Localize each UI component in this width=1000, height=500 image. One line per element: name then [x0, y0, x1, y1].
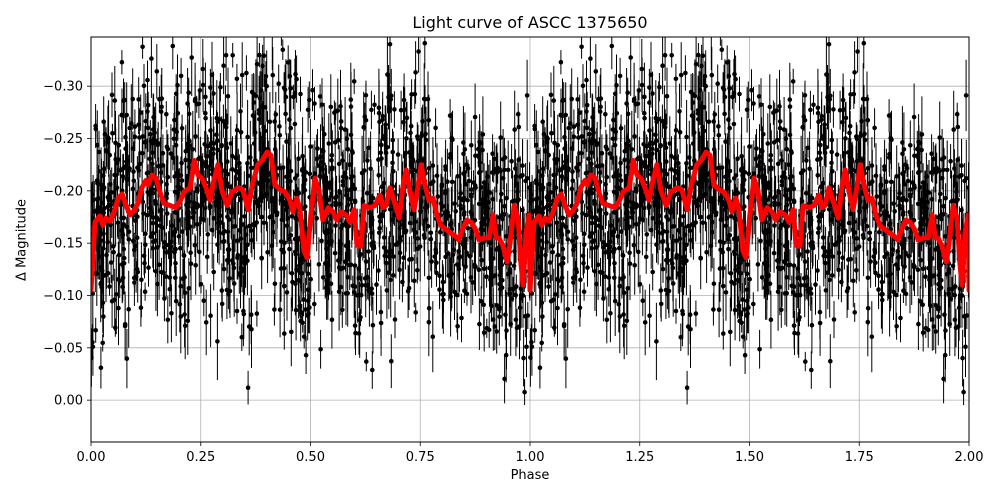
x-tick-label: 0.25: [186, 450, 215, 465]
y-tick-label: −0.15: [43, 237, 83, 252]
x-tick-label: 0.50: [296, 450, 325, 465]
y-tick-label: −0.25: [43, 132, 83, 147]
x-tick-label: 2.00: [955, 450, 984, 465]
model-curve: [91, 149, 969, 293]
x-axis-ticks: 0.00 0.25 0.50 0.75 1.00 1.25 1.50 1.75 2.00: [77, 442, 984, 465]
x-tick-label: 0.00: [77, 450, 106, 465]
y-tick-label: 0.00: [54, 394, 83, 409]
y-tick-label: −0.20: [43, 184, 83, 199]
y-tick-label: −0.30: [43, 80, 83, 95]
chart-title: Light curve of ASCC 1375650: [412, 13, 648, 32]
x-axis-label: Phase: [510, 468, 550, 483]
x-tick-label: 1.00: [516, 450, 545, 465]
y-tick-label: −0.10: [43, 289, 83, 304]
x-tick-label: 0.75: [406, 450, 435, 465]
y-tick-label: −0.05: [43, 341, 83, 356]
y-axis-ticks: 0.00 −0.05 −0.10 −0.15 −0.20 −0.25 −0.30: [43, 80, 91, 409]
x-tick-label: 1.75: [845, 450, 874, 465]
x-tick-label: 1.50: [735, 450, 764, 465]
x-tick-label: 1.25: [625, 450, 654, 465]
